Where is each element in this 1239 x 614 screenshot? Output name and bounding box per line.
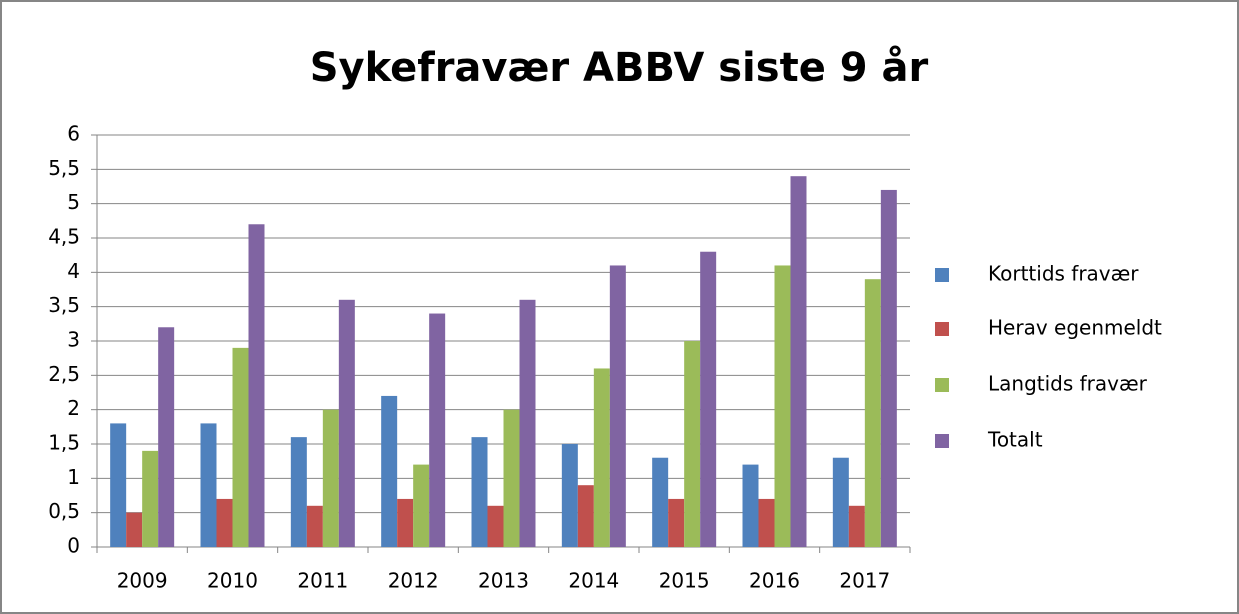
bar (142, 450, 159, 547)
y-tick-label: 0,5 (48, 499, 80, 523)
x-tick-label: 2015 (659, 569, 710, 593)
bar (790, 176, 807, 547)
bar (519, 299, 536, 547)
y-tick-label: 1,5 (48, 431, 80, 455)
bar (248, 224, 265, 547)
x-tick-label: 2012 (388, 569, 439, 593)
y-tick-label: 3 (67, 328, 80, 352)
legend-swatch (935, 378, 949, 392)
y-tick-label: 0 (67, 534, 80, 558)
bar (110, 423, 127, 547)
legend-swatch (935, 322, 949, 336)
bar (503, 409, 520, 547)
bar (593, 368, 610, 547)
y-tick-label: 1 (67, 465, 80, 489)
y-tick-label: 4,5 (48, 225, 80, 249)
legend-label: Herav egenmeldt (988, 316, 1162, 340)
bar (290, 437, 307, 547)
bar (652, 457, 669, 547)
bar (200, 423, 217, 547)
x-tick-label: 2010 (207, 569, 258, 593)
bar (397, 498, 414, 547)
bar (232, 347, 249, 547)
bar (306, 505, 323, 547)
bar (758, 498, 775, 547)
x-tick-label: 2014 (568, 569, 619, 593)
bar (577, 485, 594, 547)
bar (338, 299, 355, 547)
x-tick-label: 2017 (839, 569, 890, 593)
bar (864, 279, 881, 547)
bar (561, 444, 578, 547)
legend-label: Totalt (987, 428, 1043, 452)
bar (158, 327, 175, 547)
bar (774, 265, 791, 547)
x-tick-label: 2016 (749, 569, 800, 593)
y-tick-label: 6 (67, 122, 80, 146)
bar (413, 464, 430, 547)
y-tick-label: 4 (67, 259, 80, 283)
legend-label: Korttids fravær (988, 262, 1139, 286)
x-tick-label: 2009 (117, 569, 168, 593)
legend-label: Langtids fravær (988, 372, 1148, 396)
bar (742, 464, 759, 547)
y-tick-label: 5 (67, 190, 80, 214)
bar (880, 189, 897, 547)
bar (216, 498, 233, 547)
x-tick-label: 2013 (478, 569, 529, 593)
bar (381, 395, 398, 547)
legend-swatch (935, 268, 949, 282)
chart-title: Sykefravær ABBV siste 9 år (310, 44, 929, 91)
bar (471, 437, 488, 547)
y-tick-label: 2 (67, 396, 80, 420)
y-tick-label: 2,5 (48, 362, 80, 386)
y-tick-label: 3,5 (48, 293, 80, 317)
bar (700, 251, 717, 547)
bar (668, 498, 685, 547)
bar (684, 341, 701, 547)
bar (322, 409, 339, 547)
bar (126, 512, 143, 547)
legend-swatch (935, 434, 949, 448)
bar (832, 457, 849, 547)
x-tick-label: 2011 (297, 569, 348, 593)
bar (609, 265, 626, 547)
bar (848, 505, 865, 547)
bar (429, 313, 446, 547)
y-tick-label: 5,5 (48, 156, 80, 180)
bar (487, 505, 504, 547)
